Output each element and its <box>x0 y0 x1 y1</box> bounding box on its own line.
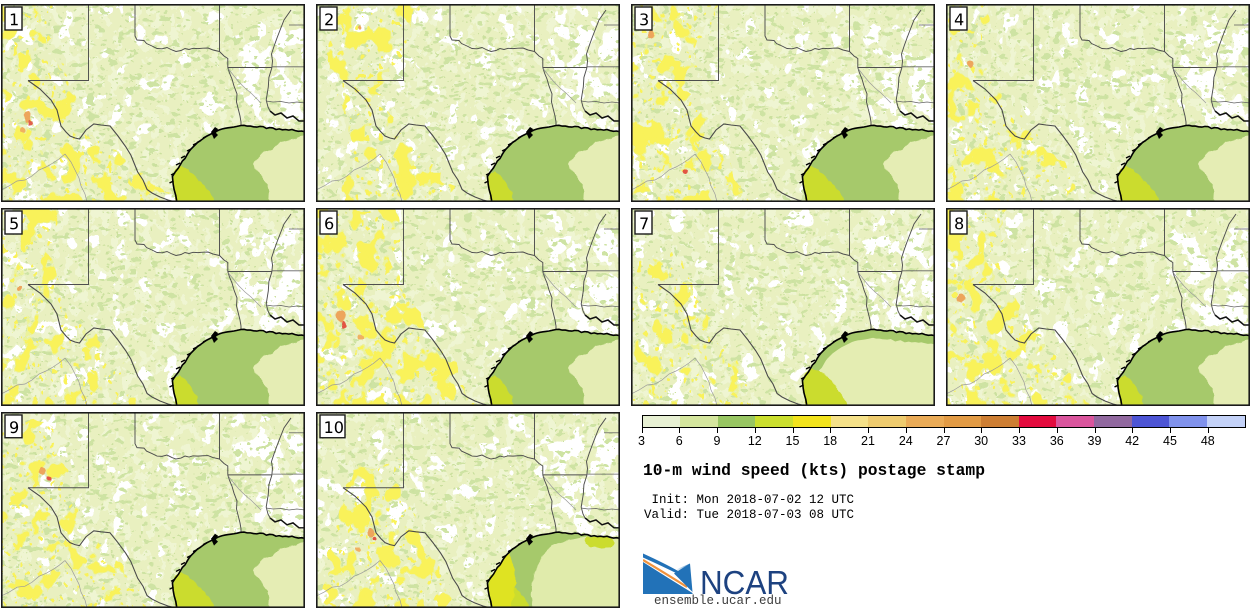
svg-text:NCAR: NCAR <box>700 564 789 596</box>
